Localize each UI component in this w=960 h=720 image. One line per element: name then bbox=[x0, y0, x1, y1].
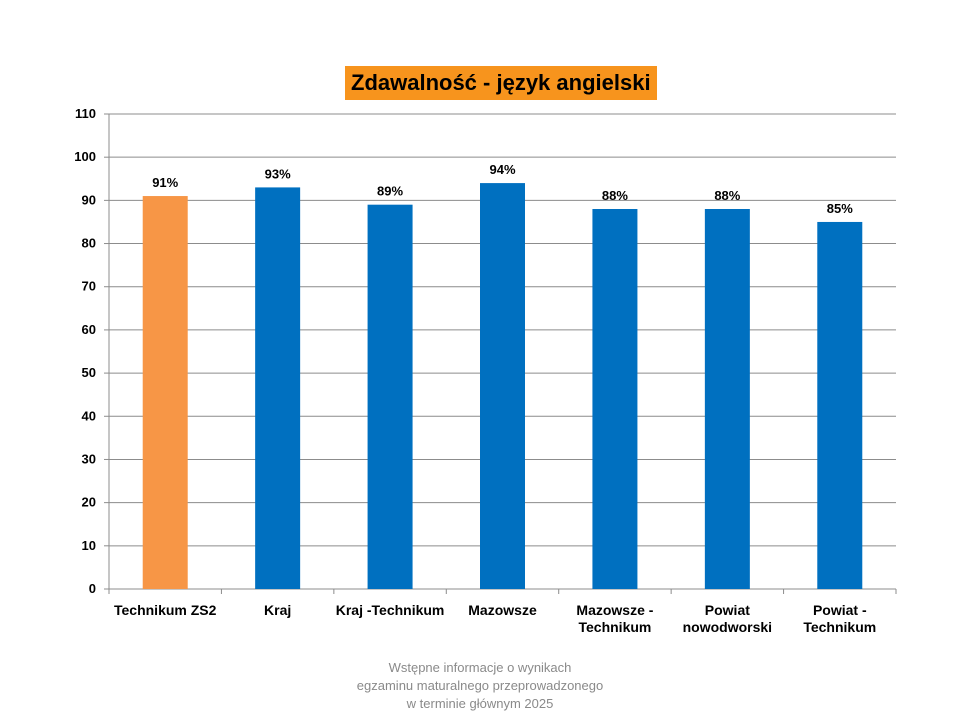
y-tick-label: 10 bbox=[82, 538, 96, 553]
y-tick-label: 70 bbox=[82, 279, 96, 294]
data-label: 93% bbox=[265, 166, 291, 181]
bar bbox=[255, 187, 301, 589]
data-label: 94% bbox=[489, 162, 515, 177]
bar bbox=[480, 183, 525, 589]
y-axis-ticks: 0 10 20 30 40 50 60 70 80 90 100 110 bbox=[74, 106, 96, 596]
footer-line: w terminie głównym 2025 bbox=[406, 696, 554, 711]
data-label: 88% bbox=[602, 188, 628, 203]
footer-line: egzaminu maturalnego przeprowadzonego bbox=[356, 678, 604, 693]
x-category-label: Kraj -Technikum bbox=[336, 602, 445, 618]
x-category-label: Technikum ZS2 bbox=[114, 602, 217, 618]
x-category-label: nowodworski bbox=[683, 619, 772, 635]
footer-line: Wstępne informacje o wynikach bbox=[388, 660, 572, 675]
bars bbox=[142, 183, 863, 590]
data-label: 88% bbox=[714, 188, 740, 203]
data-label: 89% bbox=[377, 184, 403, 199]
y-tick-label: 90 bbox=[82, 192, 96, 207]
data-label: 85% bbox=[827, 201, 853, 216]
bar bbox=[817, 221, 863, 590]
bar bbox=[142, 196, 188, 589]
y-tick-label: 50 bbox=[82, 365, 96, 380]
x-category-label: Powiat bbox=[705, 602, 750, 618]
bar bbox=[704, 209, 750, 589]
data-label: 91% bbox=[152, 175, 178, 190]
bar bbox=[367, 204, 413, 589]
chart-title: Zdawalność - język angielski bbox=[345, 66, 657, 100]
bar bbox=[592, 209, 638, 589]
y-tick-label: 40 bbox=[82, 408, 96, 423]
y-tick-label: 110 bbox=[75, 106, 96, 121]
x-category-label: Powiat - bbox=[813, 602, 867, 618]
y-tick-label: 20 bbox=[82, 495, 96, 510]
data-labels: 91% 93% 89% 94% 88% 88% 85% bbox=[152, 162, 853, 216]
y-tick-label: 80 bbox=[82, 236, 96, 251]
x-category-label: Technikum bbox=[578, 619, 651, 635]
y-tick-label: 60 bbox=[82, 322, 96, 337]
x-category-label: Kraj bbox=[264, 602, 291, 618]
x-category-label: Mazowsze bbox=[468, 602, 537, 618]
y-tick-label: 0 bbox=[89, 581, 96, 596]
y-tick-label: 30 bbox=[82, 451, 96, 466]
x-axis-categories: Technikum ZS2 Kraj Kraj -Technikum Mazowsze… bbox=[114, 602, 876, 635]
footer-note: Wstępne informacje o wynikach egzaminu m… bbox=[280, 659, 680, 713]
x-category-label: Mazowsze - bbox=[576, 602, 653, 618]
x-category-label: Technikum bbox=[803, 619, 876, 635]
y-tick-label: 100 bbox=[74, 149, 96, 164]
